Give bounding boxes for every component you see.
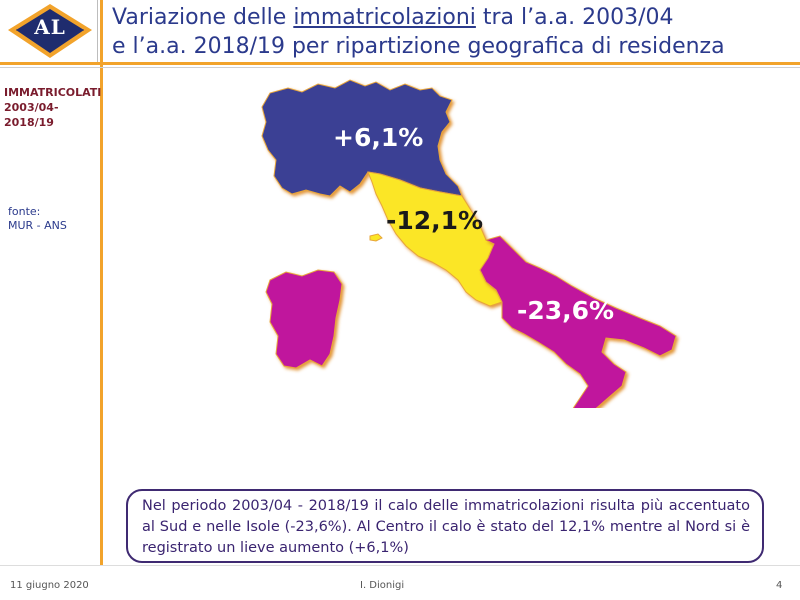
sidebar-label-line-2: 2003/04-: [4, 101, 59, 114]
header-divider-vertical-gray: [97, 0, 98, 62]
header-divider: [0, 62, 800, 65]
logo: AL: [0, 0, 100, 64]
footer-date: 11 giugno 2020: [10, 580, 89, 591]
summary-note-text: Nel periodo 2003/04 - 2018/19 il calo de…: [142, 498, 750, 556]
sidebar-label-line-1: IMMATRICOLATI: [4, 86, 102, 99]
source-label: fonte:: [8, 205, 41, 218]
header-divider-gray: [0, 67, 800, 68]
sidebar-label: IMMATRICOLATI 2003/04- 2018/19: [4, 85, 102, 130]
label-sud-isole-change: -23,6%: [517, 296, 615, 325]
island-elba: [369, 233, 383, 242]
title-line-2: e l’a.a. 2018/19 per ripartizione geogra…: [112, 34, 725, 59]
footer-divider: [0, 565, 800, 566]
logo-badge: [8, 4, 92, 58]
italy-map: [261, 79, 677, 408]
sidebar-label-line-3: 2018/19: [4, 116, 54, 129]
title-text-before: Variazione delle: [112, 5, 294, 30]
label-nord-change: +6,1%: [333, 123, 424, 152]
footer-author: I. Dionigi: [360, 580, 405, 591]
label-centro-change: -12,1%: [386, 206, 484, 235]
region-centro: [367, 171, 503, 307]
title-line-1: Variazione delle immatricolazioni tra l’…: [112, 3, 792, 32]
source-value: MUR - ANS: [8, 219, 67, 232]
region-nord: [261, 79, 463, 197]
page-number: 4: [776, 580, 783, 591]
logo-text: AL: [34, 15, 66, 39]
sidebar-divider: [100, 0, 103, 565]
title-underlined-word: immatricolazioni: [293, 5, 476, 30]
summary-note-box: Nel periodo 2003/04 - 2018/19 il calo de…: [126, 489, 764, 563]
region-sud: [479, 235, 677, 408]
source-note: fonte: MUR - ANS: [8, 205, 98, 233]
page-title: Variazione delle immatricolazioni tra l’…: [112, 3, 792, 61]
title-text-after: tra l’a.a. 2003/04: [475, 5, 674, 30]
region-sardegna: [265, 269, 343, 369]
